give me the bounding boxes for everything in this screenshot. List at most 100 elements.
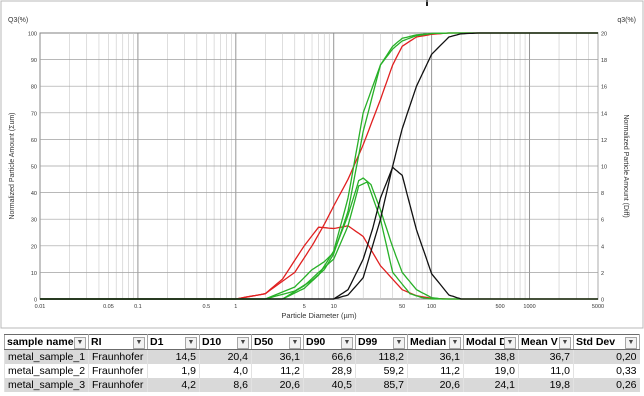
table-cell: 11,2	[251, 364, 304, 378]
table-cell: 19,8	[518, 378, 574, 392]
table-cell: 36,7	[518, 349, 574, 364]
x-tick-label: 0.1	[134, 304, 142, 310]
column-header-label: sample name	[7, 336, 74, 348]
series-line-5	[40, 32, 598, 300]
filter-dropdown-icon[interactable]: ▼	[237, 337, 249, 349]
column-header: D50 ▼	[251, 334, 304, 350]
results-table: sample name ▼ RI ▼ D1 ▼ D10 ▼ D50 ▼ D90 ▼ D99 ▼ Median…	[4, 334, 640, 392]
y-right-tick-label: 18	[601, 58, 607, 64]
table-cell: metal_sample_3	[4, 378, 89, 392]
table-row: metal_sample_3 Fraunhofer 4,2 8,6 20,6 40,5 85…	[4, 378, 640, 392]
table-cell: 20,6	[251, 378, 304, 392]
column-header: Mean V ▼	[518, 334, 574, 350]
x-tick-label: 50	[399, 304, 405, 310]
chart-frame	[0, 0, 644, 329]
table-cell: 66,6	[303, 349, 356, 364]
y-left-tick-label: 30	[31, 218, 37, 224]
particle-size-chart: 0 10 20 30 40 50 60 70 80 90 100 0 2 4 6 8 10 12 14 16 18 20 0…	[0, 0, 644, 329]
y-left-tick-label: 90	[31, 58, 37, 64]
table-cell: 19,0	[463, 364, 519, 378]
column-header: Median D ▼	[407, 334, 464, 350]
x-tick-label: 100	[427, 304, 436, 310]
table-cell: metal_sample_1	[4, 349, 89, 364]
y-right-tick-label: 12	[601, 138, 607, 144]
y-right-tick-label: 16	[601, 85, 607, 91]
series-line-7	[40, 32, 598, 300]
column-header-label: D99	[358, 336, 378, 348]
series-line-8	[40, 166, 598, 300]
x-axis-label: Particle Diameter (µm)	[281, 311, 357, 320]
table-cell: 4,2	[147, 378, 200, 392]
y-right-tick-label: 0	[601, 298, 604, 304]
column-header: D90 ▼	[303, 334, 356, 350]
filter-dropdown-icon[interactable]: ▼	[449, 337, 461, 349]
filter-dropdown-icon[interactable]: ▼	[559, 337, 571, 349]
filter-dropdown-icon[interactable]: ▼	[393, 337, 405, 349]
table-cell: 85,7	[355, 378, 408, 392]
table-cell: Fraunhofer	[88, 378, 148, 392]
table-cell: 38,8	[463, 349, 519, 364]
filter-dropdown-icon[interactable]: ▼	[504, 337, 516, 349]
column-header: RI ▼	[88, 334, 148, 350]
results-table-container: sample name ▼ RI ▼ D1 ▼ D10 ▼ D50 ▼ D90 ▼ D99 ▼ Median…	[4, 334, 640, 392]
x-tick-label: 0.01	[35, 304, 46, 310]
table-cell: 0,33	[573, 364, 640, 378]
series-line-4	[40, 177, 598, 300]
table-cell: 0,26	[573, 378, 640, 392]
y-right-tick-label: 8	[601, 191, 604, 197]
x-tick-label: 0.05	[103, 304, 114, 310]
series-line-1	[40, 32, 598, 300]
column-header: D1 ▼	[147, 334, 200, 350]
table-body: metal_sample_1 Fraunhofer 14,5 20,4 36,1 66,6…	[4, 349, 640, 392]
x-tick-label: 500	[495, 304, 504, 310]
table-cell: 0,20	[573, 349, 640, 364]
x-tick-label: 5000	[592, 304, 604, 310]
table-cell: Fraunhofer	[88, 364, 148, 378]
column-header-label: D50	[254, 336, 274, 348]
table-cell: 20,4	[199, 349, 252, 364]
filter-dropdown-icon[interactable]: ▼	[133, 337, 145, 349]
y-right-tick-label: 14	[601, 111, 607, 117]
table-cell: 40,5	[303, 378, 356, 392]
table-row: metal_sample_1 Fraunhofer 14,5 20,4 36,1 66,6…	[4, 349, 640, 364]
y-left-tick-label: 50	[31, 165, 37, 171]
table-cell: 20,6	[407, 378, 464, 392]
filter-dropdown-icon[interactable]: ▼	[341, 337, 353, 349]
y-right-tick-label: 20	[601, 32, 607, 38]
top-marker	[426, 0, 428, 6]
y-right-tick-label: 6	[601, 218, 604, 224]
column-header: D99 ▼	[355, 334, 408, 350]
column-header: D10 ▼	[199, 334, 252, 350]
y-left-tick-label: 40	[31, 191, 37, 197]
filter-dropdown-icon[interactable]: ▼	[625, 337, 637, 349]
x-tick-label: 10	[331, 304, 337, 310]
filter-dropdown-icon[interactable]: ▼	[289, 337, 301, 349]
y-right-tick-label: 4	[601, 244, 604, 250]
column-header: sample name ▼	[4, 334, 89, 350]
y-right-tick-label: 10	[601, 165, 607, 171]
table-cell: 24,1	[463, 378, 519, 392]
table-cell: 1,9	[147, 364, 200, 378]
column-header: Std Dev ▼	[573, 334, 640, 350]
column-header-label: D1	[150, 336, 164, 348]
table-cell: 11,0	[518, 364, 574, 378]
x-tick-label: 0.5	[203, 304, 211, 310]
column-header: Modal D ▼	[463, 334, 519, 350]
table-cell: 4,0	[199, 364, 252, 378]
x-tick-label: 1	[234, 304, 237, 310]
filter-dropdown-icon[interactable]: ▼	[185, 337, 197, 349]
column-header-label: Mean V	[521, 336, 558, 348]
right-axis-title: q3(%)	[617, 17, 636, 24]
table-row: metal_sample_2 Fraunhofer 1,9 4,0 11,2 28,9 59…	[4, 364, 640, 378]
table-cell: 36,1	[407, 349, 464, 364]
table-cell: 118,2	[355, 349, 408, 364]
table-cell: 8,6	[199, 378, 252, 392]
table-cell: 28,9	[303, 364, 356, 378]
column-header-label: RI	[91, 336, 102, 348]
x-tick-label: 1000	[523, 304, 535, 310]
table-header-row: sample name ▼ RI ▼ D1 ▼ D10 ▼ D50 ▼ D90 ▼ D99 ▼ Median…	[4, 334, 640, 350]
y-left-tick-label: 0	[34, 298, 37, 304]
table-cell: 14,5	[147, 349, 200, 364]
filter-dropdown-icon[interactable]: ▼	[74, 337, 86, 349]
y-right-tick-label: 2	[601, 271, 604, 277]
